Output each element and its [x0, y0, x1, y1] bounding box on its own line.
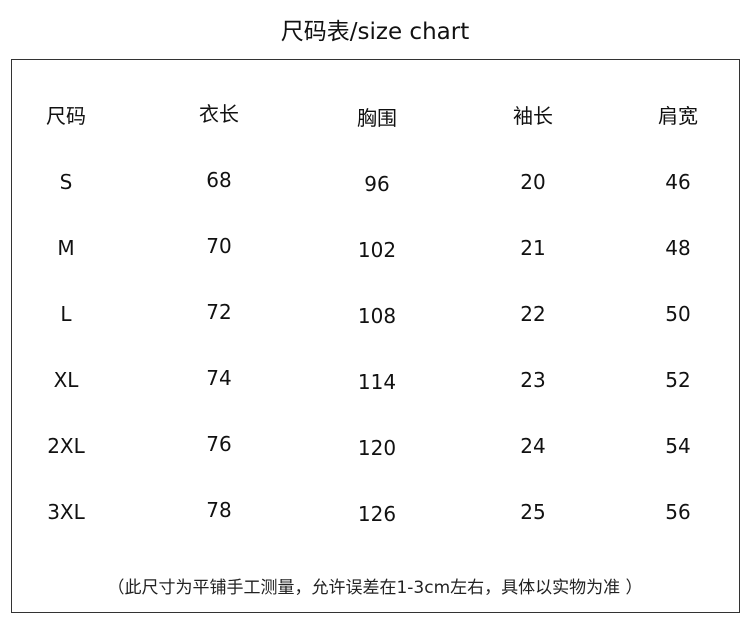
table-cell: 24 — [520, 434, 546, 458]
measurement-note: （此尺寸为平铺手工测量，允许误差在1-3cm左右，具体以实物为准 ） — [107, 578, 643, 598]
table-cell: 46 — [665, 170, 691, 194]
table-cell: 50 — [665, 302, 691, 326]
table-cell: 96 — [364, 172, 390, 196]
column-header: 袖长 — [513, 104, 553, 128]
table-cell: 76 — [206, 432, 232, 456]
table-cell: 56 — [665, 500, 691, 524]
table-cell: 74 — [206, 366, 232, 390]
size-label: L — [60, 302, 72, 326]
table-cell: 108 — [357, 304, 397, 328]
table-cell: 102 — [357, 238, 397, 262]
size-label: 2XL — [47, 434, 85, 458]
page-title: 尺码表/size chart — [280, 19, 470, 45]
size-label: XL — [53, 368, 79, 392]
table-cell: 54 — [665, 434, 691, 458]
size-label: M — [57, 236, 75, 260]
table-cell: 21 — [520, 236, 546, 260]
column-header: 胸围 — [357, 106, 397, 130]
table-cell: 120 — [357, 436, 397, 460]
table-cell: 52 — [665, 368, 691, 392]
column-header: 衣长 — [199, 102, 239, 126]
table-cell: 114 — [357, 370, 397, 394]
size-chart-table — [11, 59, 740, 613]
table-cell: 68 — [206, 168, 232, 192]
table-cell: 48 — [665, 236, 691, 260]
table-cell: 72 — [206, 300, 232, 324]
table-cell: 22 — [520, 302, 546, 326]
table-cell: 25 — [520, 500, 546, 524]
table-cell: 23 — [520, 368, 546, 392]
table-cell: 126 — [357, 502, 397, 526]
table-cell: 20 — [520, 170, 546, 194]
size-label: 3XL — [47, 500, 85, 524]
table-cell: 78 — [206, 498, 232, 522]
size-label: S — [59, 170, 73, 194]
column-header: 肩宽 — [658, 104, 698, 128]
table-cell: 70 — [206, 234, 232, 258]
column-header: 尺码 — [46, 104, 86, 128]
